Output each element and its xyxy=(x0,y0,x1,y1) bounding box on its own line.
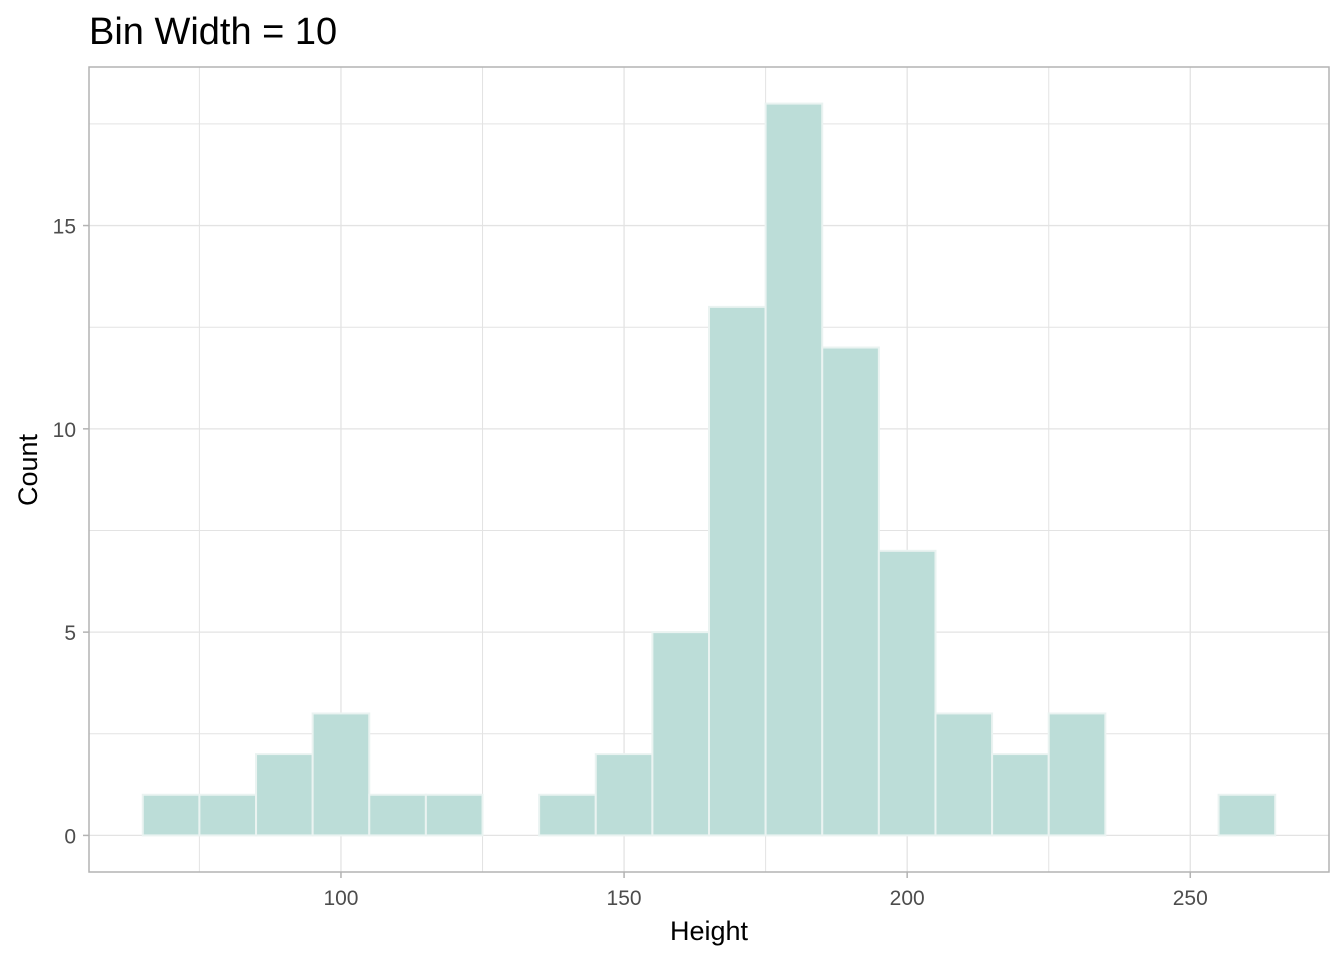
x-tick-label: 250 xyxy=(1173,887,1208,910)
histogram-bar xyxy=(311,712,371,837)
histogram-bar xyxy=(594,753,654,837)
histogram-bar xyxy=(538,793,597,837)
histogram-bar xyxy=(1047,712,1107,837)
y-tick-label: 0 xyxy=(64,825,76,848)
y-tick-label: 10 xyxy=(53,419,76,442)
histogram-bar xyxy=(424,793,484,837)
histogram-bar xyxy=(1217,793,1277,837)
histogram-bar xyxy=(991,753,1050,837)
histogram-bar xyxy=(764,102,824,837)
histogram-bar xyxy=(934,712,994,837)
histogram-bar xyxy=(877,549,937,837)
histogram-bar xyxy=(821,346,880,837)
x-tick-label: 150 xyxy=(607,887,642,910)
x-axis-ticks: 100 150 200 250 xyxy=(323,872,1208,910)
x-tick-label: 100 xyxy=(323,887,358,910)
y-axis-ticks: 0 5 10 15 xyxy=(53,216,89,848)
panel-border xyxy=(88,66,1330,873)
histogram-bar xyxy=(255,753,314,837)
histogram-bar xyxy=(708,305,767,837)
histogram-bars xyxy=(141,102,1277,837)
y-axis-label: Count xyxy=(13,433,43,506)
y-tick-label: 5 xyxy=(64,622,76,645)
x-axis-label: Height xyxy=(670,916,749,946)
y-tick-label: 15 xyxy=(53,216,76,239)
x-tick-label: 200 xyxy=(890,887,925,910)
histogram-bar xyxy=(651,631,710,837)
histogram-bar xyxy=(368,793,427,837)
histogram-bar xyxy=(141,793,201,837)
chart-title: Bin Width = 10 xyxy=(89,11,337,53)
histogram-bar xyxy=(198,793,258,837)
